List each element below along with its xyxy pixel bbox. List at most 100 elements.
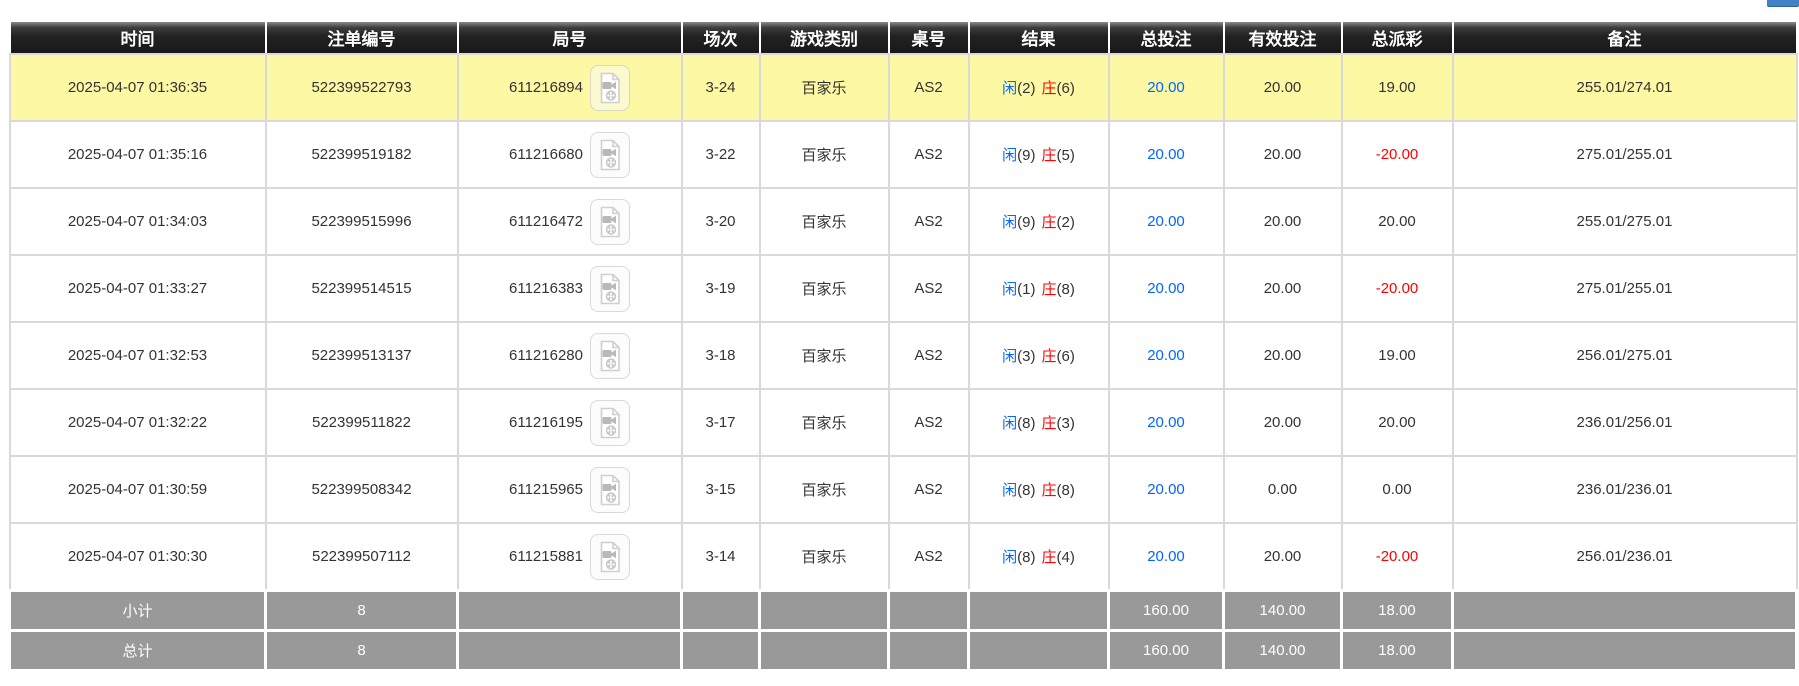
video-file-icon [600, 541, 620, 572]
banker-result-label: 庄 [1041, 549, 1057, 566]
table-row[interactable]: 2025-04-07 01:32:53 522399513137 6112162… [8, 321, 1798, 390]
header-row: 时间 注单编号 局号 场次 游戏类别 桌号 结果 总投注 有效投注 总派彩 备注 [8, 20, 1798, 55]
remark-cell: 275.01/255.01 [1451, 120, 1798, 189]
banker-result-score: (5) [1056, 147, 1075, 164]
time-cell: 2025-04-07 01:33:27 [8, 254, 267, 323]
video-replay-button[interactable] [589, 64, 630, 111]
table-row[interactable]: 2025-04-07 01:34:03 522399515996 6112164… [8, 187, 1798, 256]
payout-cell: 19.00 [1340, 53, 1454, 122]
cutoff-blue-button[interactable] [1767, 0, 1799, 7]
valid-bet-cell: 20.00 [1222, 388, 1343, 457]
valid-bet-cell: 20.00 [1222, 522, 1343, 592]
table-row[interactable]: 2025-04-07 01:36:35 522399522793 6112168… [8, 53, 1798, 122]
round-cell: 611216383 [456, 254, 683, 323]
result-cell: 闲(3) 庄(6) [967, 321, 1110, 390]
video-file-icon [600, 72, 620, 103]
player-result-label: 闲 [1002, 147, 1018, 164]
remark-cell: 256.01/275.01 [1451, 321, 1798, 390]
video-replay-button[interactable] [589, 198, 630, 245]
total-bet-link[interactable]: 20.00 [1107, 53, 1225, 122]
video-replay-button[interactable] [589, 332, 630, 379]
table-no-cell: AS2 [887, 120, 970, 189]
valid-bet-cell: 20.00 [1222, 254, 1343, 323]
payout-cell: 20.00 [1340, 187, 1454, 256]
remark-cell: 255.01/275.01 [1451, 187, 1798, 256]
player-result-score: (9) [1017, 147, 1036, 164]
table-row[interactable]: 2025-04-07 01:33:27 522399514515 6112163… [8, 254, 1798, 323]
round-number: 611216280 [509, 347, 583, 364]
video-file-icon [600, 407, 620, 438]
banker-result-score: (6) [1056, 80, 1075, 97]
bet-id-cell: 522399508342 [264, 455, 459, 524]
session-cell: 3-22 [680, 120, 761, 189]
game-type-cell: 百家乐 [758, 455, 890, 524]
summary-empty-cell [967, 629, 1110, 672]
header-game-type: 游戏类别 [758, 20, 890, 55]
summary-label: 小计 [8, 589, 267, 632]
result-cell: 闲(8) 庄(8) [967, 455, 1110, 524]
total-bet-link[interactable]: 20.00 [1107, 120, 1225, 189]
banker-result-label: 庄 [1041, 415, 1057, 432]
table-no-cell: AS2 [887, 321, 970, 390]
header-total-bet: 总投注 [1107, 20, 1225, 55]
total-bet-link[interactable]: 20.00 [1107, 522, 1225, 592]
summary-total-bet: 160.00 [1107, 589, 1225, 632]
bet-id-cell: 522399515996 [264, 187, 459, 256]
session-cell: 3-20 [680, 187, 761, 256]
time-cell: 2025-04-07 01:36:35 [8, 53, 267, 122]
round-cell: 611216680 [456, 120, 683, 189]
video-file-icon [600, 273, 620, 304]
banker-result-score: (6) [1056, 348, 1075, 365]
table-row[interactable]: 2025-04-07 01:35:16 522399519182 6112166… [8, 120, 1798, 189]
header-table-no: 桌号 [887, 20, 970, 55]
video-file-icon [600, 139, 620, 170]
round-number: 611215881 [509, 548, 583, 565]
total-bet-link[interactable]: 20.00 [1107, 455, 1225, 524]
video-replay-button[interactable] [589, 399, 630, 446]
remark-cell: 275.01/255.01 [1451, 254, 1798, 323]
video-file-icon [600, 206, 620, 237]
round-cell: 611216195 [456, 388, 683, 457]
bet-records-table: 时间 注单编号 局号 场次 游戏类别 桌号 结果 总投注 有效投注 总派彩 备注… [8, 20, 1798, 672]
table-row[interactable]: 2025-04-07 01:30:30 522399507112 6112158… [8, 522, 1798, 592]
video-replay-button[interactable] [589, 533, 630, 580]
round-cell: 611216472 [456, 187, 683, 256]
remark-cell: 236.01/256.01 [1451, 388, 1798, 457]
summary-count: 8 [264, 629, 459, 672]
payout-cell: 19.00 [1340, 321, 1454, 390]
round-cell: 611215965 [456, 455, 683, 524]
round-number: 611216383 [509, 280, 583, 297]
table-row[interactable]: 2025-04-07 01:32:22 522399511822 6112161… [8, 388, 1798, 457]
total-bet-link[interactable]: 20.00 [1107, 254, 1225, 323]
video-replay-button[interactable] [589, 265, 630, 312]
time-cell: 2025-04-07 01:35:16 [8, 120, 267, 189]
session-cell: 3-19 [680, 254, 761, 323]
game-type-cell: 百家乐 [758, 53, 890, 122]
summary-label: 总计 [8, 629, 267, 672]
summary-empty-cell [758, 589, 890, 632]
summary-row: 小计 8 160.00 140.00 18.00 [8, 589, 1798, 632]
header-session: 场次 [680, 20, 761, 55]
banker-result-label: 庄 [1041, 214, 1057, 231]
round-cell: 611216894 [456, 53, 683, 122]
session-cell: 3-14 [680, 522, 761, 592]
summary-count: 8 [264, 589, 459, 632]
total-bet-link[interactable]: 20.00 [1107, 187, 1225, 256]
session-cell: 3-17 [680, 388, 761, 457]
banker-result-label: 庄 [1041, 482, 1057, 499]
remark-cell: 236.01/236.01 [1451, 455, 1798, 524]
game-type-cell: 百家乐 [758, 120, 890, 189]
summary-empty-cell [887, 629, 970, 672]
table-no-cell: AS2 [887, 187, 970, 256]
player-result-label: 闲 [1002, 80, 1018, 97]
header-valid-bet: 有效投注 [1222, 20, 1343, 55]
result-cell: 闲(2) 庄(6) [967, 53, 1110, 122]
total-bet-link[interactable]: 20.00 [1107, 321, 1225, 390]
table-body: 2025-04-07 01:36:35 522399522793 6112168… [8, 53, 1798, 592]
video-replay-button[interactable] [589, 466, 630, 513]
player-result-label: 闲 [1002, 549, 1018, 566]
video-replay-button[interactable] [589, 131, 630, 178]
table-row[interactable]: 2025-04-07 01:30:59 522399508342 6112159… [8, 455, 1798, 524]
bet-id-cell: 522399522793 [264, 53, 459, 122]
total-bet-link[interactable]: 20.00 [1107, 388, 1225, 457]
